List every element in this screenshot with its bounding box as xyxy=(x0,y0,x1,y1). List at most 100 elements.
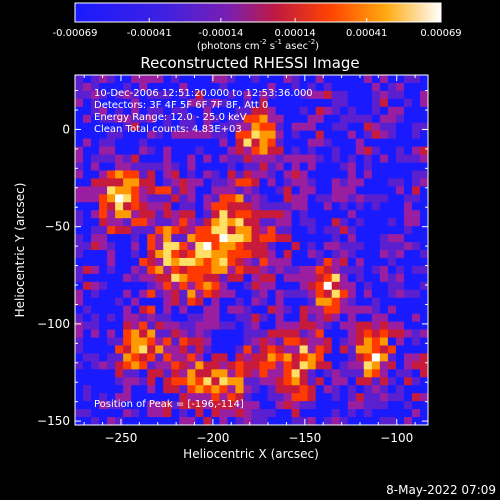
heatmap-cell xyxy=(419,329,428,339)
heatmap-cell xyxy=(211,75,221,84)
heatmap-cell xyxy=(315,194,325,203)
heatmap-cell xyxy=(83,178,92,187)
heatmap-cell xyxy=(219,178,229,187)
heatmap-cell xyxy=(411,250,421,259)
heatmap-cell xyxy=(363,210,373,219)
heatmap-cell xyxy=(75,361,84,370)
heatmap-cell xyxy=(75,226,84,235)
heatmap-cell xyxy=(403,337,413,347)
heatmap-cell xyxy=(235,401,245,410)
heatmap-cell xyxy=(195,154,204,164)
heatmap-cell xyxy=(371,321,381,331)
heatmap-cell xyxy=(291,90,301,100)
heatmap-cell xyxy=(83,194,92,203)
heatmap-cell xyxy=(275,178,285,187)
heatmap-cell xyxy=(235,361,245,370)
heatmap-cell xyxy=(203,146,212,156)
heatmap-cell xyxy=(379,138,389,148)
heatmap-cell xyxy=(283,345,293,355)
heatmap-cell xyxy=(395,313,405,323)
heatmap-cell xyxy=(411,122,421,132)
heatmap-cell xyxy=(179,393,188,402)
heatmap-cell xyxy=(371,122,381,132)
heatmap-cell xyxy=(195,361,204,370)
heatmap-cell xyxy=(403,90,413,100)
heatmap-cell xyxy=(379,130,389,140)
heatmap-cell xyxy=(171,154,180,164)
heatmap-cell xyxy=(315,130,325,140)
heatmap-cell xyxy=(363,98,373,108)
heatmap-cell xyxy=(307,321,317,331)
heatmap-cell xyxy=(139,289,148,299)
heatmap-cell xyxy=(275,138,285,148)
heatmap-cell xyxy=(243,297,253,307)
heatmap-cell xyxy=(315,305,325,315)
heatmap-cell xyxy=(187,114,196,124)
heatmap-cell xyxy=(267,417,277,425)
heatmap-cell xyxy=(187,353,196,362)
heatmap-cell xyxy=(387,234,397,243)
heatmap-cell xyxy=(139,401,148,410)
heatmap-cell xyxy=(227,353,237,362)
heatmap-cell xyxy=(283,305,293,315)
heatmap-cell xyxy=(363,194,373,203)
heatmap-cell xyxy=(131,361,140,370)
heatmap-cell xyxy=(331,265,341,275)
heatmap-cell xyxy=(403,122,413,132)
heatmap-cell xyxy=(155,210,164,219)
heatmap-cell xyxy=(107,265,116,275)
heatmap-cell xyxy=(99,417,108,425)
heatmap-cell xyxy=(131,202,140,211)
heatmap-cell xyxy=(123,337,132,347)
heatmap-cell xyxy=(275,289,285,299)
heatmap-cell xyxy=(315,289,325,299)
heatmap-cell xyxy=(115,305,124,315)
heatmap-cell xyxy=(331,321,341,331)
heatmap-cell xyxy=(211,297,221,307)
heatmap-cell xyxy=(307,162,317,172)
heatmap-cell xyxy=(419,146,428,156)
heatmap-cell xyxy=(187,82,196,92)
heatmap-cell xyxy=(315,218,325,227)
heatmap-cell xyxy=(139,265,148,275)
heatmap-cell xyxy=(355,369,365,378)
heatmap-cell xyxy=(107,98,116,108)
heatmap-cell xyxy=(347,250,357,259)
heatmap-cell xyxy=(171,345,180,355)
heatmap-cell xyxy=(99,154,108,164)
y-tick-label: 0 xyxy=(62,122,70,136)
heatmap-cell xyxy=(275,297,285,307)
heatmap-cell xyxy=(139,361,148,370)
heatmap-cell xyxy=(299,385,309,394)
heatmap-cell xyxy=(99,257,108,267)
heatmap-cell xyxy=(379,242,389,251)
heatmap-cell xyxy=(379,313,389,323)
heatmap-cell xyxy=(75,146,84,156)
heatmap-cell xyxy=(243,250,253,259)
heatmap-cell xyxy=(91,210,100,219)
heatmap-cell xyxy=(379,297,389,307)
heatmap-cell xyxy=(307,154,317,164)
heatmap-cell xyxy=(123,281,132,291)
heatmap-cell xyxy=(195,297,204,307)
heatmap-cell xyxy=(291,369,301,378)
heatmap-cell xyxy=(395,353,405,362)
heatmap-cell xyxy=(371,281,381,291)
heatmap-cell xyxy=(395,218,405,227)
heatmap-cell xyxy=(251,90,261,100)
heatmap-cell xyxy=(411,305,421,315)
heatmap-cell xyxy=(299,90,309,100)
heatmap-cell xyxy=(331,385,341,394)
heatmap-cell xyxy=(339,114,349,124)
heatmap-cell xyxy=(275,162,285,172)
heatmap-cell xyxy=(195,417,204,425)
heatmap-cell xyxy=(107,369,116,378)
heatmap-cell xyxy=(371,146,381,156)
heatmap-cell xyxy=(139,170,148,180)
heatmap-cell xyxy=(219,361,229,370)
heatmap-cell xyxy=(155,82,164,92)
heatmap-cell xyxy=(131,257,140,267)
heatmap-cell xyxy=(315,242,325,251)
heatmap-cell xyxy=(75,202,84,211)
heatmap-cell xyxy=(363,289,373,299)
